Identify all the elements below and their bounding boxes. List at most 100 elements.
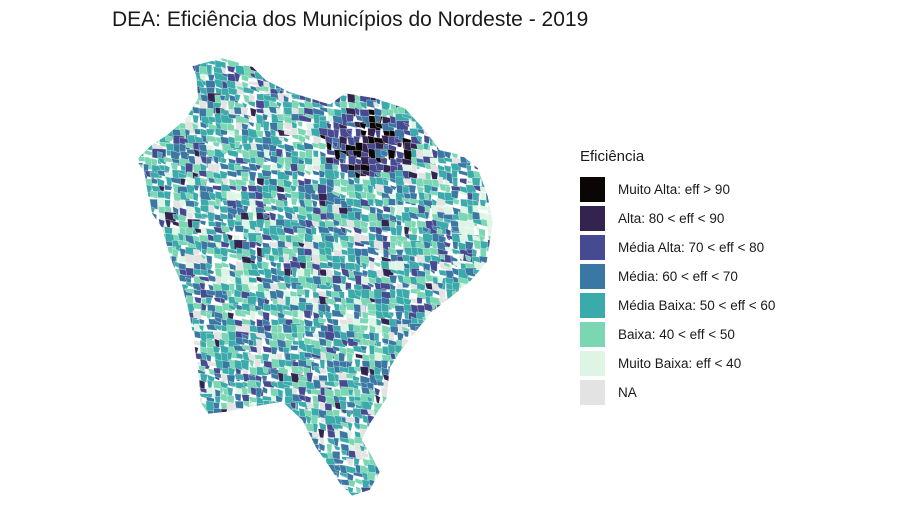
municipality-shape: [403, 436, 417, 450]
municipality-shape: [145, 114, 158, 121]
municipality-shape: [303, 470, 314, 480]
municipality-shape: [186, 393, 198, 401]
municipality-shape: [495, 115, 508, 121]
municipality-shape: [452, 80, 465, 95]
municipality-shape: [395, 214, 402, 222]
municipality-shape: [284, 487, 291, 496]
municipality-shape: [227, 444, 237, 454]
municipality-shape: [291, 477, 298, 488]
municipality-shape: [241, 486, 250, 496]
municipality-shape: [319, 470, 333, 479]
municipality-shape: [283, 451, 292, 465]
municipality-shape: [402, 416, 409, 431]
municipality-shape: [158, 386, 172, 399]
municipality-shape: [262, 58, 273, 59]
municipality-shape: [247, 116, 254, 122]
municipality-shape: [417, 106, 426, 114]
municipality-shape: [369, 428, 382, 435]
municipality-shape: [402, 64, 409, 74]
municipality-shape: [136, 85, 143, 93]
municipality-shape: [487, 365, 493, 375]
municipality-shape: [465, 458, 473, 469]
municipality-shape: [290, 470, 298, 480]
municipality-shape: [150, 290, 162, 301]
municipality-shape: [304, 449, 311, 458]
municipality-shape: [478, 319, 488, 332]
municipality-shape: [494, 164, 503, 175]
municipality-shape: [473, 361, 484, 367]
municipality-shape: [409, 393, 419, 401]
municipality-shape: [311, 71, 319, 81]
legend-swatch: [580, 235, 605, 260]
municipality-shape: [387, 444, 398, 459]
municipality-shape: [478, 162, 487, 172]
municipality-shape: [200, 470, 213, 483]
municipality-shape: [242, 430, 255, 443]
municipality-shape: [450, 190, 459, 200]
municipality-shape: [136, 85, 148, 95]
municipality-shape: [478, 289, 493, 296]
legend-label: NA: [618, 385, 637, 400]
legend: Eficiência Muito Alta: eff > 90 Alta: 80 …: [580, 148, 775, 407]
municipality-shape: [494, 233, 500, 246]
municipality-shape: [158, 470, 166, 484]
municipality-shape: [332, 457, 345, 465]
municipality-shape: [317, 58, 324, 66]
municipality-shape: [149, 366, 162, 380]
municipality-shape: [466, 424, 475, 437]
municipality-shape: [284, 422, 293, 434]
municipality-shape: [136, 72, 145, 85]
municipality-shape: [416, 479, 426, 495]
municipality-shape: [198, 423, 207, 435]
municipality-shape: [312, 459, 319, 474]
municipality-shape: [478, 444, 492, 453]
municipality-shape: [324, 381, 337, 388]
municipality-shape: [395, 436, 408, 448]
municipality-shape: [158, 332, 173, 342]
municipality-shape: [495, 345, 502, 350]
municipality-shape: [234, 393, 242, 402]
municipality-shape: [487, 150, 493, 158]
municipality-shape: [453, 198, 460, 205]
municipality-shape: [256, 414, 269, 427]
municipality-shape: [254, 422, 263, 430]
municipality-shape: [472, 407, 480, 419]
municipality-shape: [268, 436, 282, 443]
municipality-shape: [143, 233, 157, 241]
municipality-shape: [459, 128, 473, 143]
municipality-shape: [136, 291, 138, 306]
municipality-shape: [445, 92, 459, 102]
municipality-shape: [283, 492, 297, 496]
municipality-shape: [429, 318, 439, 326]
municipality-shape: [228, 472, 234, 480]
municipality-shape: [290, 430, 305, 439]
municipality-shape: [179, 429, 193, 437]
municipality-shape: [485, 303, 493, 313]
municipality-shape: [450, 380, 463, 393]
municipality-shape: [401, 380, 409, 394]
municipality-shape: [486, 374, 493, 383]
municipality-shape: [163, 72, 171, 87]
municipality-shape: [425, 388, 437, 395]
municipality-shape: [200, 253, 207, 260]
municipality-shape: [137, 206, 150, 215]
municipality-shape: [458, 478, 470, 491]
municipality-shape: [480, 452, 490, 466]
municipality-shape: [473, 78, 486, 93]
municipality-shape: [157, 282, 172, 291]
municipality-shape: [220, 66, 227, 74]
municipality-shape: [178, 402, 188, 412]
municipality-shape: [158, 80, 172, 88]
municipality-shape: [376, 437, 387, 447]
municipality-shape: [312, 471, 326, 485]
municipality-shape: [185, 360, 195, 370]
municipality-shape: [164, 436, 174, 445]
municipality-shape: [263, 435, 271, 450]
municipality-shape: [375, 58, 386, 66]
municipality-shape: [417, 394, 428, 404]
municipality-shape: [173, 345, 185, 354]
municipality-shape: [430, 302, 437, 310]
municipality-shape: [136, 388, 141, 397]
municipality-shape: [297, 463, 311, 475]
municipality-shape: [479, 416, 493, 423]
